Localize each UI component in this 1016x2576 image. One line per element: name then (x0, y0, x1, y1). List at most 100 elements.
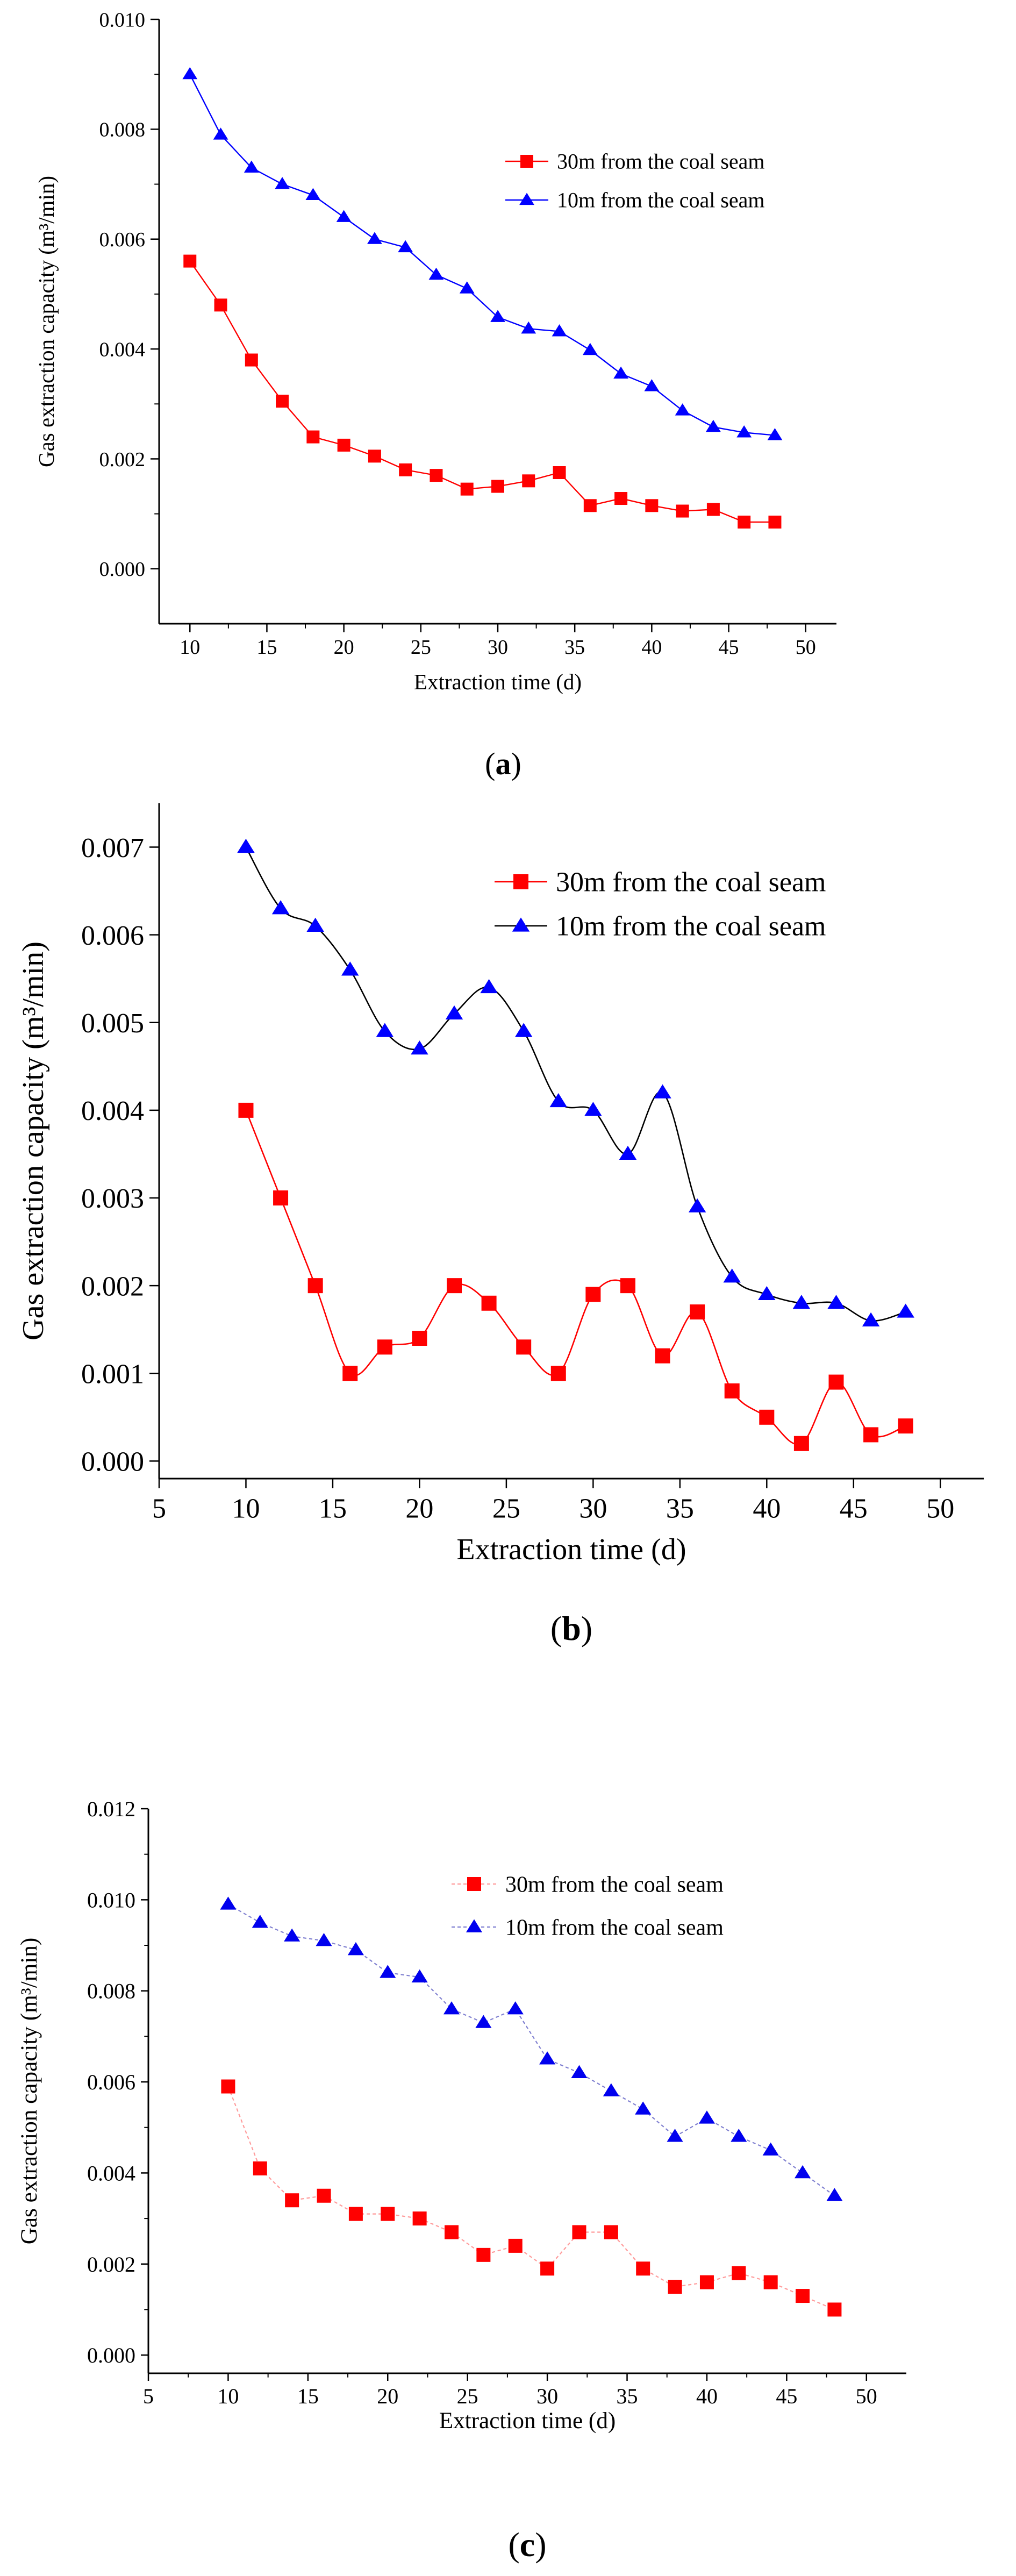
data-point (253, 2161, 267, 2175)
data-point (336, 210, 352, 222)
data-point (305, 188, 321, 201)
data-point (552, 324, 567, 337)
data-point (491, 480, 504, 493)
data-point (614, 492, 628, 505)
data-point (863, 1427, 879, 1443)
data-point (347, 1942, 364, 1956)
data-point (738, 515, 751, 529)
data-point (271, 900, 290, 915)
data-point (476, 2247, 491, 2262)
legend-label: 30m from the coal seam (505, 1872, 724, 1897)
data-point (635, 2101, 652, 2115)
data-point (252, 1915, 268, 1928)
data-point (220, 1896, 237, 1910)
x-tick-label: 20 (334, 636, 354, 659)
data-point (342, 1366, 358, 1381)
data-point (732, 2266, 746, 2280)
data-point (398, 240, 413, 253)
x-tick-label: 5 (143, 2384, 154, 2408)
figure-caption: (c) (508, 2525, 546, 2564)
series-30m (221, 2079, 842, 2317)
x-tick-label: 15 (297, 2384, 319, 2408)
x-tick-label: 10 (232, 1494, 260, 1524)
data-point (828, 1374, 844, 1390)
y-tick-label: 0.005 (81, 1008, 144, 1039)
legend-marker (513, 874, 528, 889)
data-point (619, 1145, 637, 1160)
data-point (521, 321, 536, 334)
series-10m (237, 838, 914, 1326)
data-point (275, 177, 290, 189)
y-tick-label: 0.000 (99, 558, 146, 581)
data-point (284, 1928, 300, 1942)
legend: 30m from the coal seam 10m from the coal … (452, 1872, 724, 1940)
data-point (583, 499, 597, 512)
data-point (367, 232, 382, 244)
data-point (668, 2280, 682, 2294)
data-point (475, 2015, 492, 2028)
data-point (459, 281, 475, 294)
data-point (636, 2261, 650, 2276)
data-point (644, 379, 660, 391)
data-point (736, 425, 752, 438)
data-point (676, 504, 689, 518)
chart-a: 10 15 20 25 30 35 40 45 50 0.000 0.002 0.004 0.006 0.… (34, 9, 836, 781)
y-tick-label: 0.003 (81, 1183, 144, 1214)
data-point (443, 2001, 460, 2015)
series-line (227, 1903, 835, 2196)
y-tick-label: 0.000 (87, 2343, 135, 2367)
x-tick-label: 25 (492, 1494, 520, 1524)
x-tick-label: 40 (641, 636, 662, 659)
data-point (376, 1023, 394, 1037)
data-point (480, 979, 498, 994)
data-point (490, 310, 505, 322)
data-point (307, 1278, 323, 1294)
y-tick-label: 0.010 (99, 9, 146, 31)
x-tick-label: 50 (796, 636, 816, 659)
data-point (613, 366, 629, 379)
data-point (763, 2275, 778, 2289)
x-axis-label: Extraction time (d) (456, 1533, 686, 1566)
data-point (522, 474, 535, 488)
x-tick-label: 35 (666, 1494, 694, 1524)
x-tick-label: 30 (488, 636, 508, 659)
data-point (238, 1102, 254, 1118)
data-point (341, 961, 359, 976)
legend: 30m from the coal seam 10m from the coal … (505, 149, 765, 212)
data-point (411, 1969, 428, 1983)
x-tick-label: 15 (319, 1494, 347, 1524)
x-tick-label: 5 (152, 1494, 166, 1524)
x-tick-label: 15 (256, 636, 277, 659)
y-tick-label: 0.006 (81, 920, 144, 951)
data-point (705, 419, 721, 432)
data-point (675, 403, 690, 416)
series-30m (238, 1102, 913, 1451)
data-point (827, 1295, 845, 1309)
y-tick-label: 0.007 (81, 833, 144, 864)
series-30m (183, 254, 782, 529)
data-point (285, 2193, 299, 2208)
series-10m (182, 67, 783, 440)
data-point (348, 2207, 363, 2221)
series-line (189, 260, 775, 523)
legend-marker (520, 155, 533, 168)
y-tick-label: 0.006 (99, 229, 146, 251)
legend-label: 10m from the coal seam (557, 188, 765, 212)
legend-label: 10m from the coal seam (556, 911, 826, 942)
data-point (699, 2275, 714, 2289)
y-tick-label: 0.006 (87, 2070, 135, 2094)
x-tick-label: 40 (753, 1494, 781, 1524)
y-axis-label: Gas extraction capacity (m³/min) (17, 941, 50, 1340)
data-point (572, 2225, 586, 2239)
data-point (759, 1409, 775, 1425)
y-tick-label: 0.001 (81, 1359, 144, 1389)
data-point (447, 1278, 462, 1294)
y-tick-label: 0.010 (87, 1888, 135, 1912)
data-point (549, 1093, 568, 1108)
x-tick-label: 30 (536, 2384, 558, 2408)
y-tick-label: 0.002 (87, 2252, 135, 2277)
data-point (221, 2079, 235, 2094)
y-tick-label: 0.012 (87, 1797, 135, 1821)
data-point (399, 463, 412, 476)
